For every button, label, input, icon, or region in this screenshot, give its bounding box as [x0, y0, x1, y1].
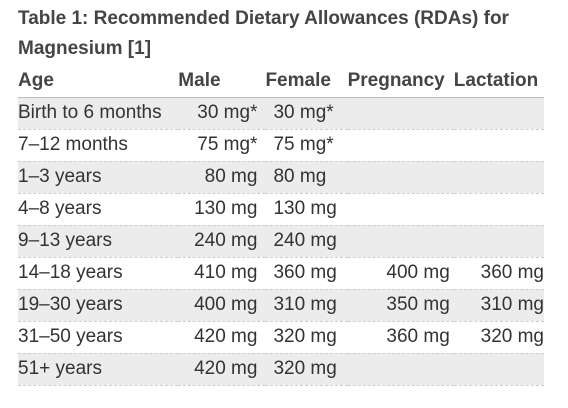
header-pregnancy: Pregnancy	[347, 66, 454, 98]
cell-pregnancy	[348, 97, 454, 129]
cell-age: Birth to 6 months	[18, 102, 162, 123]
table-row: Birth to 6 months 30 mg* 30 mg*	[18, 97, 544, 129]
header-age: Age	[18, 66, 179, 98]
cell-pregnancy	[348, 193, 454, 225]
cell-pregnancy: 350 mg	[386, 294, 450, 315]
cell-female: 310 mg	[273, 294, 337, 315]
cell-lactation: 310 mg	[480, 294, 544, 315]
caption-line-2: Magnesium [1]	[18, 38, 152, 59]
cell-pregnancy	[348, 353, 454, 385]
cell-age: 7–12 months	[18, 134, 128, 155]
cell-pregnancy	[348, 129, 454, 161]
header-lactation: Lactation	[453, 66, 544, 98]
rda-table-container: Table 1: Recommended Dietary Allowances …	[18, 4, 544, 386]
table-row: 14–18 years 410 mg 360 mg 400 mg 360 mg	[18, 257, 544, 289]
cell-female: 320 mg	[273, 326, 337, 347]
cell-male: 240 mg	[194, 230, 258, 251]
table-row: 51+ years 420 mg 320 mg	[18, 353, 544, 385]
cell-lactation: 320 mg	[480, 326, 544, 347]
header-male: Male	[178, 66, 266, 98]
cell-male: 420 mg	[194, 326, 258, 347]
table-header: Age Male Female Pregnancy Lactation	[18, 66, 544, 98]
cell-lactation	[454, 97, 544, 129]
cell-male: 80 mg	[204, 166, 258, 187]
table-row: 7–12 months 75 mg* 75 mg*	[18, 129, 544, 161]
cell-female: 130 mg	[273, 198, 337, 219]
cell-female: 75 mg*	[273, 134, 334, 155]
cell-male: 400 mg	[194, 294, 258, 315]
cell-age: 14–18 years	[18, 262, 123, 283]
cell-age: 1–3 years	[18, 166, 102, 187]
cell-male: 30 mg*	[197, 102, 258, 123]
header-female: Female	[265, 66, 348, 98]
cell-pregnancy	[348, 225, 454, 257]
table-row: 31–50 years 420 mg 320 mg 360 mg 320 mg	[18, 321, 544, 353]
table-row: 4–8 years 130 mg 130 mg	[18, 193, 544, 225]
caption-line-1: Table 1: Recommended Dietary Allowances …	[18, 8, 509, 29]
table-row: 9–13 years 240 mg 240 mg	[18, 225, 544, 257]
cell-pregnancy	[348, 161, 454, 193]
cell-age: 51+ years	[18, 358, 102, 379]
rda-table: Age Male Female Pregnancy Lactation Birt…	[18, 66, 544, 386]
cell-lactation	[454, 353, 544, 385]
cell-pregnancy: 360 mg	[386, 326, 450, 347]
cell-lactation	[454, 225, 544, 257]
cell-male: 130 mg	[194, 198, 258, 219]
table-row: 19–30 years 400 mg 310 mg 350 mg 310 mg	[18, 289, 544, 321]
cell-lactation	[454, 193, 544, 225]
cell-female: 30 mg*	[273, 102, 334, 123]
cell-female: 360 mg	[273, 262, 337, 283]
cell-pregnancy: 400 mg	[386, 262, 450, 283]
cell-age: 19–30 years	[18, 294, 123, 315]
cell-age: 9–13 years	[18, 230, 113, 251]
cell-male: 410 mg	[194, 262, 258, 283]
table-caption: Table 1: Recommended Dietary Allowances …	[18, 4, 544, 64]
cell-lactation	[454, 161, 544, 193]
cell-female: 240 mg	[273, 230, 337, 251]
cell-male: 420 mg	[194, 358, 258, 379]
cell-age: 4–8 years	[18, 198, 102, 219]
header-row: Age Male Female Pregnancy Lactation	[18, 66, 544, 98]
cell-lactation: 360 mg	[480, 262, 544, 283]
cell-lactation	[454, 129, 544, 161]
table-row: 1–3 years 80 mg 80 mg	[18, 161, 544, 193]
cell-female: 320 mg	[273, 358, 337, 379]
table-body: Birth to 6 months 30 mg* 30 mg* 7–12 mon…	[18, 97, 544, 385]
cell-male: 75 mg*	[197, 134, 258, 155]
cell-female: 80 mg	[273, 166, 327, 187]
cell-age: 31–50 years	[18, 326, 123, 347]
